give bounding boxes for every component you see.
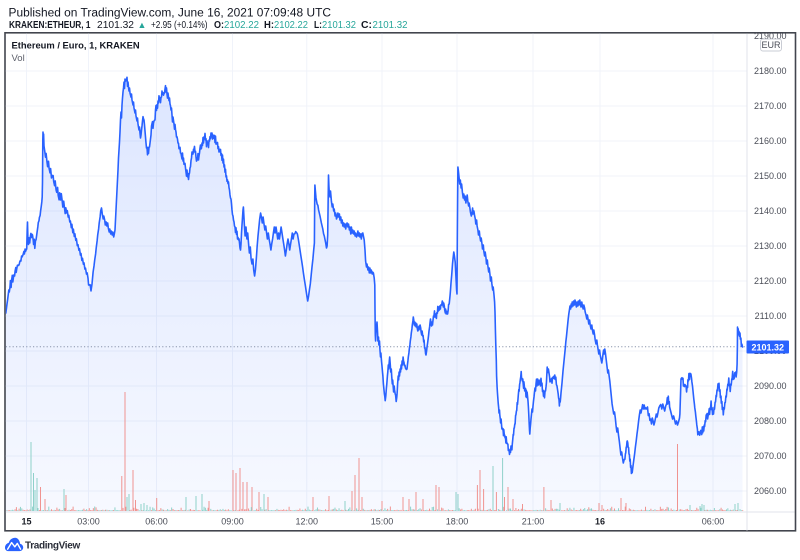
svg-text:2190.00: 2190.00 — [754, 31, 787, 41]
svg-text:15:00: 15:00 — [371, 517, 394, 527]
svg-text:2130.00: 2130.00 — [754, 241, 787, 251]
svg-text:15: 15 — [21, 517, 31, 527]
svg-text:09:00: 09:00 — [221, 517, 244, 527]
svg-text:2180.00: 2180.00 — [754, 66, 787, 76]
svg-text:03:00: 03:00 — [77, 517, 100, 527]
svg-text:2170.00: 2170.00 — [754, 101, 787, 111]
svg-text:2150.00: 2150.00 — [754, 171, 787, 181]
svg-text:2120.00: 2120.00 — [754, 276, 787, 286]
svg-text:2080.00: 2080.00 — [754, 416, 787, 426]
svg-text:06:00: 06:00 — [702, 517, 725, 527]
svg-text:2070.00: 2070.00 — [754, 451, 787, 461]
svg-text:18:00: 18:00 — [446, 517, 469, 527]
svg-text:2110.00: 2110.00 — [755, 311, 787, 321]
svg-text:16: 16 — [595, 517, 605, 527]
svg-text:2101.32: 2101.32 — [752, 342, 785, 352]
svg-text:Published on TradingView.com,: Published on TradingView.com, June 16, 2… — [9, 8, 332, 20]
svg-text:21:00: 21:00 — [522, 517, 545, 527]
svg-text:06:00: 06:00 — [145, 517, 168, 527]
svg-text:2140.00: 2140.00 — [754, 206, 787, 216]
svg-text:12:00: 12:00 — [295, 517, 318, 527]
svg-text:2090.00: 2090.00 — [754, 381, 787, 391]
svg-text:2160.00: 2160.00 — [754, 136, 787, 146]
svg-text:TradingView: TradingView — [25, 541, 80, 552]
svg-text:Vol: Vol — [12, 53, 25, 64]
svg-text:Ethereum / Euro, 1, KRAKEN: Ethereum / Euro, 1, KRAKEN — [12, 40, 140, 51]
svg-text:EUR: EUR — [761, 40, 781, 50]
svg-text:2060.00: 2060.00 — [754, 486, 787, 496]
